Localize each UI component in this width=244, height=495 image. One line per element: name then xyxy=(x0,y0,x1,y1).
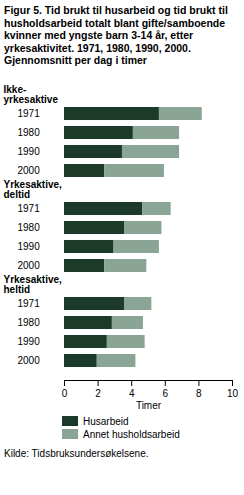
html-text:Kilde: Tidsbruksundersøkelsene: Kilde: Tidsbruksundersøkelsene. xyxy=(4,447,149,459)
svg-text:1980: 1980 xyxy=(18,222,41,233)
svg-text:8: 8 xyxy=(196,387,202,398)
html-text:Annet husholdsarbeid: Annet husholdsarbeid xyxy=(83,428,180,440)
html-text:Husarbeid: Husarbeid xyxy=(83,415,129,427)
svg-text:1990: 1990 xyxy=(18,241,41,252)
svg-text:2: 2 xyxy=(95,387,101,398)
svg-text:1971: 1971 xyxy=(18,298,41,309)
svg-text:Timer: Timer xyxy=(136,399,162,410)
svg-text:2000: 2000 xyxy=(18,165,41,176)
svg-text:1990: 1990 xyxy=(18,336,41,347)
svg-text:2000: 2000 xyxy=(18,260,41,271)
svg-text:1971: 1971 xyxy=(18,108,41,119)
svg-text:2000: 2000 xyxy=(18,355,41,366)
svg-text:0: 0 xyxy=(62,387,68,398)
svg-text:Yrkesaktive,deltid: Yrkesaktive,deltid xyxy=(4,179,63,200)
svg-text:Ikke-yrkesaktive: Ikke-yrkesaktive xyxy=(4,84,59,105)
svg-text:Yrkesaktive,heltid: Yrkesaktive,heltid xyxy=(4,274,63,295)
svg-text:6: 6 xyxy=(163,387,169,398)
svg-text:1980: 1980 xyxy=(18,317,41,328)
svg-text:1990: 1990 xyxy=(18,146,41,157)
html-text:Figur 5. Tid brukt til husarbe: Figur 5. Tid brukt til husarbeid og tid … xyxy=(4,4,228,66)
svg-text:1980: 1980 xyxy=(18,127,41,138)
svg-text:4: 4 xyxy=(129,387,135,398)
svg-text:1971: 1971 xyxy=(18,203,41,214)
svg-text:10: 10 xyxy=(227,387,239,398)
